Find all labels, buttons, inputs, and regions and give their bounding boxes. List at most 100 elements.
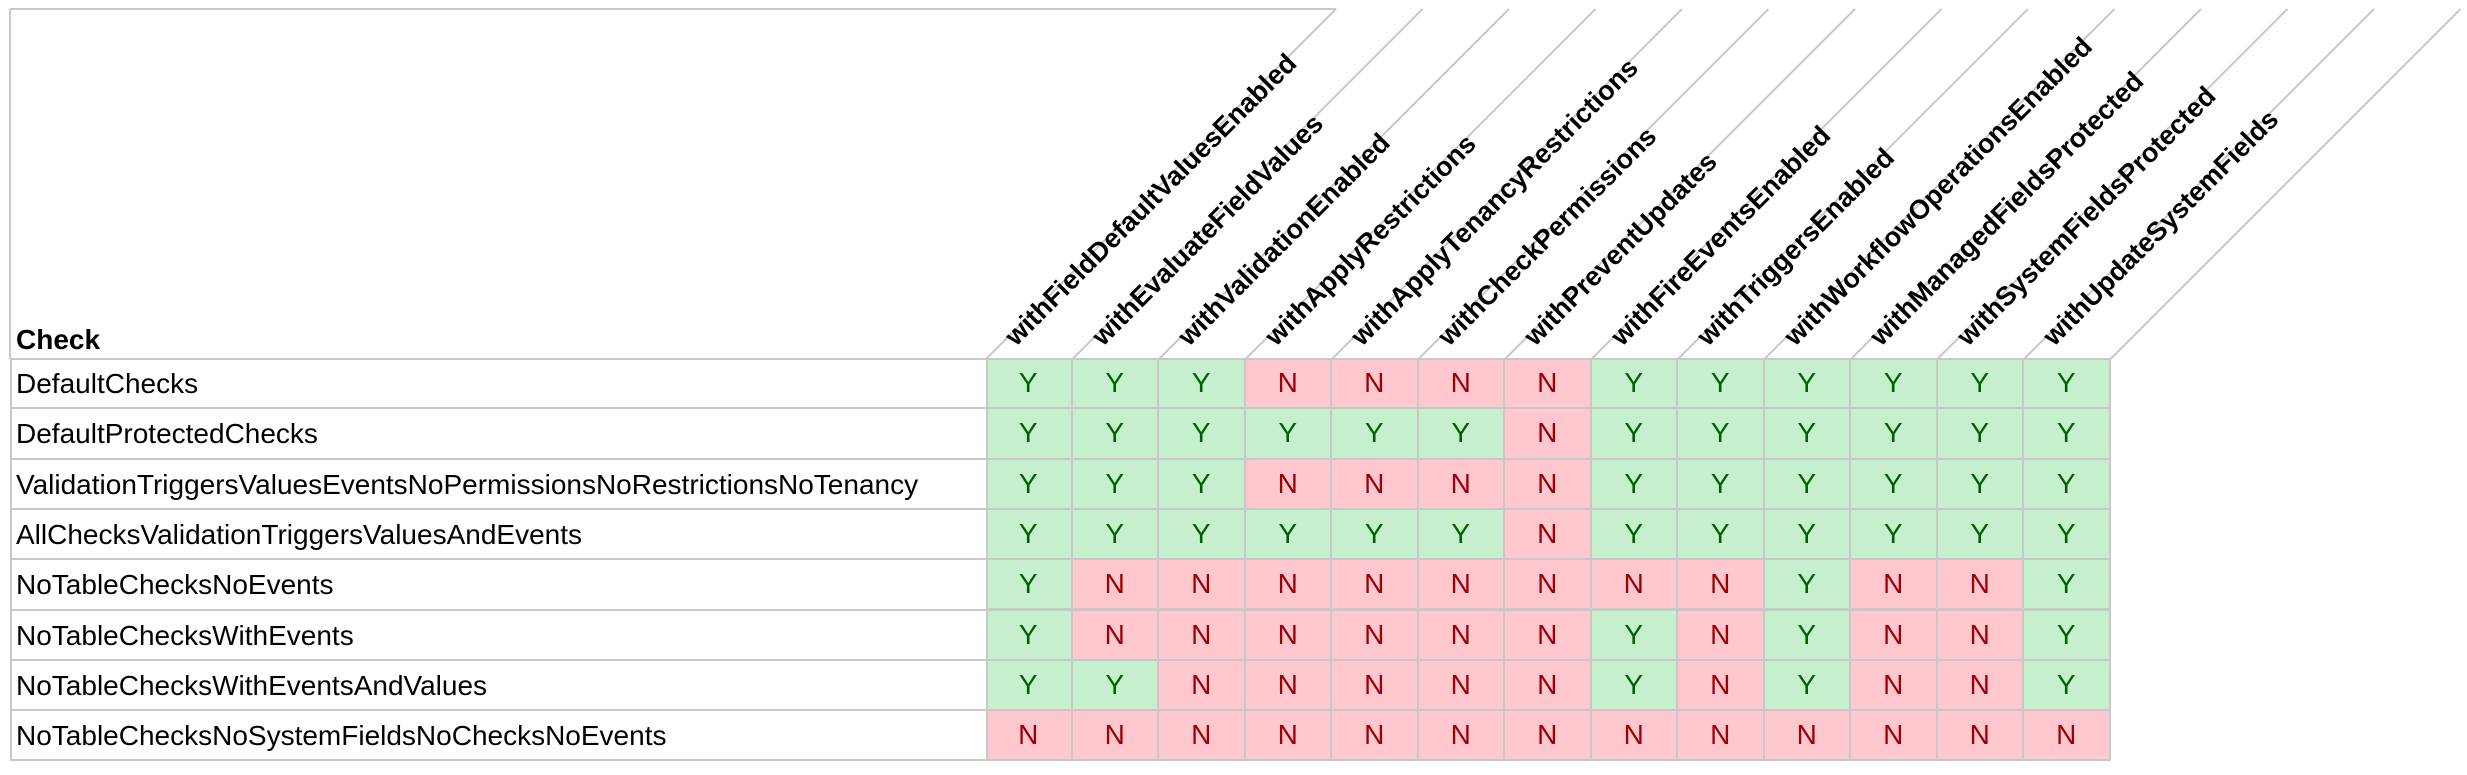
table-cell: N	[1072, 711, 1159, 762]
table-cell: Y	[1764, 459, 1851, 510]
row-label: AllChecksValidationTriggersValuesAndEven…	[16, 518, 582, 550]
table-cell: N	[1937, 660, 2024, 712]
table-cell: Y	[986, 560, 1073, 611]
table-cell: N	[1591, 560, 1678, 611]
table-cell: Y	[986, 459, 1073, 510]
table-cell: Y	[1678, 409, 1765, 460]
table-cell: N	[1851, 610, 1938, 661]
table-cell: Y	[2024, 509, 2111, 561]
table-cell: Y	[2024, 560, 2111, 611]
table-cell: N	[1332, 610, 1419, 661]
table-cell: Y	[1764, 660, 1851, 712]
row-divider	[10, 759, 2111, 762]
table-cell: N	[1159, 560, 1246, 611]
table-cell: Y	[1591, 610, 1678, 661]
table-cell: Y	[2024, 359, 2111, 410]
table-cell: Y	[1851, 509, 1938, 561]
table-cell: Y	[1159, 409, 1246, 460]
table-cell: N	[1418, 459, 1505, 510]
row-label: NoTableChecksNoEvents	[16, 569, 334, 601]
table-cell: Y	[1764, 560, 1851, 611]
table-cell: N	[1418, 359, 1505, 410]
table-cell: Y	[1678, 359, 1765, 410]
table-cell: Y	[1591, 409, 1678, 460]
table-cell: Y	[1418, 509, 1505, 561]
table-cell: N	[1072, 610, 1159, 661]
column-divider	[10, 359, 12, 762]
table-cell: N	[1678, 660, 1765, 712]
table-cell: Y	[1159, 509, 1246, 561]
column-divider	[986, 359, 988, 762]
table-cell: Y	[1159, 359, 1246, 410]
row-label: NoTableChecksNoSystemFieldsNoChecksNoEve…	[16, 720, 667, 752]
table-cell: N	[1159, 711, 1246, 762]
table-cell: N	[1072, 560, 1159, 611]
table-cell: N	[1418, 560, 1505, 611]
table-cell: Y	[1764, 409, 1851, 460]
row-divider	[10, 507, 2111, 510]
table-cell: Y	[2024, 610, 2111, 661]
table-cell: Y	[1591, 509, 1678, 561]
table-cell: N	[1678, 711, 1765, 762]
column-header: withWorkflowOperationsEnabled	[1777, 31, 2098, 352]
table-cell: Y	[986, 359, 1073, 410]
table-cell: Y	[1072, 459, 1159, 510]
table-cell: Y	[1332, 409, 1419, 460]
table-cell: Y	[1678, 459, 1765, 510]
row-label: NoTableChecksWithEvents	[16, 619, 354, 651]
table-cell: Y	[1764, 359, 1851, 410]
table-cell: Y	[2024, 459, 2111, 510]
table-cell: Y	[1937, 459, 2024, 510]
table-cell: N	[1591, 711, 1678, 762]
table-cell: Y	[1851, 359, 1938, 410]
row-divider	[10, 709, 2111, 712]
table-cell: N	[1505, 359, 1592, 410]
table-cell: N	[1245, 459, 1332, 510]
table-cell: N	[1159, 610, 1246, 661]
table-cell: N	[1937, 560, 2024, 611]
table-cell: N	[1332, 711, 1419, 762]
header-divider	[10, 358, 2111, 360]
row-divider	[10, 658, 2111, 661]
table-cell: Y	[1072, 359, 1159, 410]
row-label: DefaultChecks	[16, 368, 199, 399]
table-cell: N	[1159, 660, 1246, 712]
table-cell: Y	[986, 660, 1073, 712]
table-cell: Y	[1332, 509, 1419, 561]
table-cell: N	[1505, 610, 1592, 661]
table-cell: N	[1332, 560, 1419, 611]
row-label: ValidationTriggersValuesEventsNoPermissi…	[16, 468, 919, 500]
table-cell: Y	[1851, 409, 1938, 460]
table-cell: N	[1937, 610, 2024, 661]
table-cell: Y	[1591, 660, 1678, 712]
table-cell: N	[1678, 560, 1765, 611]
table-cell: Y	[1851, 459, 1938, 510]
table-cell: N	[1764, 711, 1851, 762]
table-cell: N	[1937, 711, 2024, 762]
table-cell: Y	[2024, 409, 2111, 460]
table-cell: N	[1418, 711, 1505, 762]
table-cell: Y	[1245, 409, 1332, 460]
table-cell: N	[1505, 560, 1592, 611]
table-cell: Y	[1764, 610, 1851, 661]
table-cell: N	[1505, 459, 1592, 510]
table-cell: N	[1418, 610, 1505, 661]
table-cell: N	[1505, 509, 1592, 561]
table-cell: Y	[1937, 509, 2024, 561]
table-cell: Y	[1418, 409, 1505, 460]
table-cell: N	[1418, 660, 1505, 712]
table-cell: Y	[1591, 459, 1678, 510]
table-cell: N	[1245, 359, 1332, 410]
table-cell: Y	[1937, 359, 2024, 410]
table-cell: Y	[1764, 509, 1851, 561]
table-cell: N	[1851, 660, 1938, 712]
table-cell: Y	[986, 509, 1073, 561]
table-cell: N	[1678, 610, 1765, 661]
table-cell: Y	[1937, 409, 2024, 460]
table-cell: N	[1332, 459, 1419, 510]
table-cell: N	[1245, 660, 1332, 712]
table-cell: Y	[1678, 509, 1765, 561]
table-cell: Y	[986, 409, 1073, 460]
table-cell: Y	[986, 610, 1073, 661]
table-cell: N	[1332, 660, 1419, 712]
